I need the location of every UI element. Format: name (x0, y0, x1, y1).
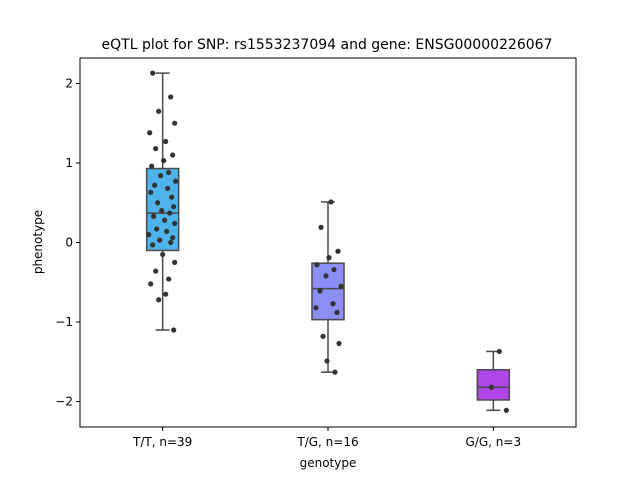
data-point (146, 231, 152, 238)
data-point (323, 273, 329, 279)
data-point (166, 276, 172, 282)
chart-title: eQTL plot for SNP: rs1553237094 and gene… (102, 37, 553, 53)
y-tick-label: 2 (65, 76, 73, 90)
data-point (148, 281, 154, 287)
data-point (161, 157, 167, 164)
data-point (154, 226, 160, 232)
y-axis-label: phenotype (31, 210, 45, 274)
data-point (150, 242, 156, 248)
data-point (313, 305, 319, 311)
data-point (488, 384, 494, 390)
data-point (156, 297, 162, 303)
data-point (163, 291, 169, 297)
x-tick-label: G/G, n=3 (466, 435, 522, 449)
x-axis-label: genotype (300, 456, 357, 470)
data-point (171, 204, 177, 210)
data-point (153, 268, 159, 274)
data-point (153, 146, 159, 152)
data-point (166, 169, 172, 176)
data-point (164, 228, 170, 234)
data-point (334, 309, 340, 316)
data-point (158, 173, 164, 179)
data-point (318, 224, 324, 230)
data-point (156, 108, 162, 114)
data-point (163, 138, 169, 145)
data-point (148, 189, 154, 195)
data-point (320, 333, 326, 339)
data-point (149, 163, 155, 169)
iqr-box (476, 368, 511, 401)
data-point (168, 239, 174, 246)
iqr-box (311, 262, 345, 321)
data-point (151, 213, 157, 219)
data-point (338, 283, 344, 289)
data-point (172, 259, 178, 265)
data-point (324, 358, 330, 364)
data-point (326, 255, 332, 261)
data-point (171, 327, 177, 333)
data-point (330, 301, 336, 307)
data-point (167, 210, 173, 216)
data-point (336, 340, 342, 347)
x-tick-label: T/G, n=16 (296, 435, 358, 449)
data-point (335, 248, 341, 254)
x-tick-label: T/T, n=39 (132, 435, 192, 449)
plot-frame (79, 57, 577, 428)
y-tick-label: −1 (55, 315, 73, 329)
data-point (172, 220, 178, 227)
data-point (159, 208, 165, 214)
data-point (172, 120, 178, 126)
data-point (314, 262, 320, 268)
data-point (170, 235, 176, 241)
data-point (328, 199, 334, 205)
data-point (503, 407, 509, 413)
data-point (157, 237, 163, 243)
data-point (165, 185, 171, 192)
data-point (170, 152, 176, 158)
y-tick-label: −2 (55, 395, 73, 409)
data-point (173, 178, 179, 184)
data-point (317, 288, 323, 294)
data-point (169, 194, 175, 200)
data-point (496, 348, 502, 355)
y-tick-label: 0 (65, 236, 73, 250)
data-point (150, 70, 156, 76)
data-point (160, 251, 166, 258)
data-point (332, 369, 338, 375)
data-point (331, 266, 337, 273)
data-point (168, 94, 174, 100)
y-tick-label: 1 (65, 156, 73, 170)
data-point (147, 130, 153, 136)
data-point (162, 217, 168, 223)
data-point (155, 200, 161, 206)
data-point (152, 182, 158, 188)
